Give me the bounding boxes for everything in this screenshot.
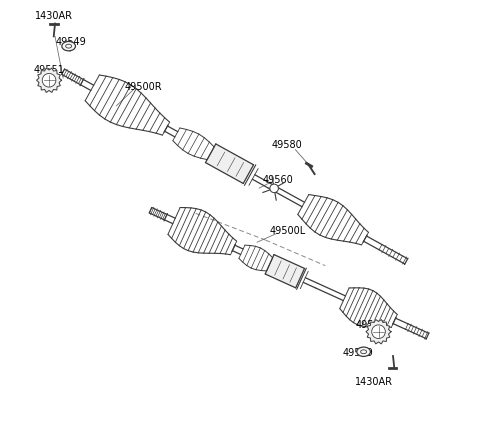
Text: 49549: 49549 <box>342 348 373 358</box>
Ellipse shape <box>62 42 75 51</box>
Polygon shape <box>205 144 253 184</box>
Text: 1430AR: 1430AR <box>36 11 73 21</box>
Polygon shape <box>265 254 304 288</box>
Text: 49560: 49560 <box>263 175 293 184</box>
Text: 49551: 49551 <box>355 320 386 330</box>
Text: 49500L: 49500L <box>270 226 306 236</box>
Text: 49580: 49580 <box>272 140 303 151</box>
Text: 49551: 49551 <box>34 65 65 75</box>
Text: 1430AR: 1430AR <box>355 377 393 387</box>
Circle shape <box>372 325 385 338</box>
Text: 49549: 49549 <box>56 37 86 47</box>
Polygon shape <box>36 68 61 92</box>
Polygon shape <box>366 320 391 344</box>
Ellipse shape <box>357 347 371 356</box>
Circle shape <box>270 184 278 193</box>
Circle shape <box>42 73 56 87</box>
Text: 49500R: 49500R <box>124 82 162 92</box>
